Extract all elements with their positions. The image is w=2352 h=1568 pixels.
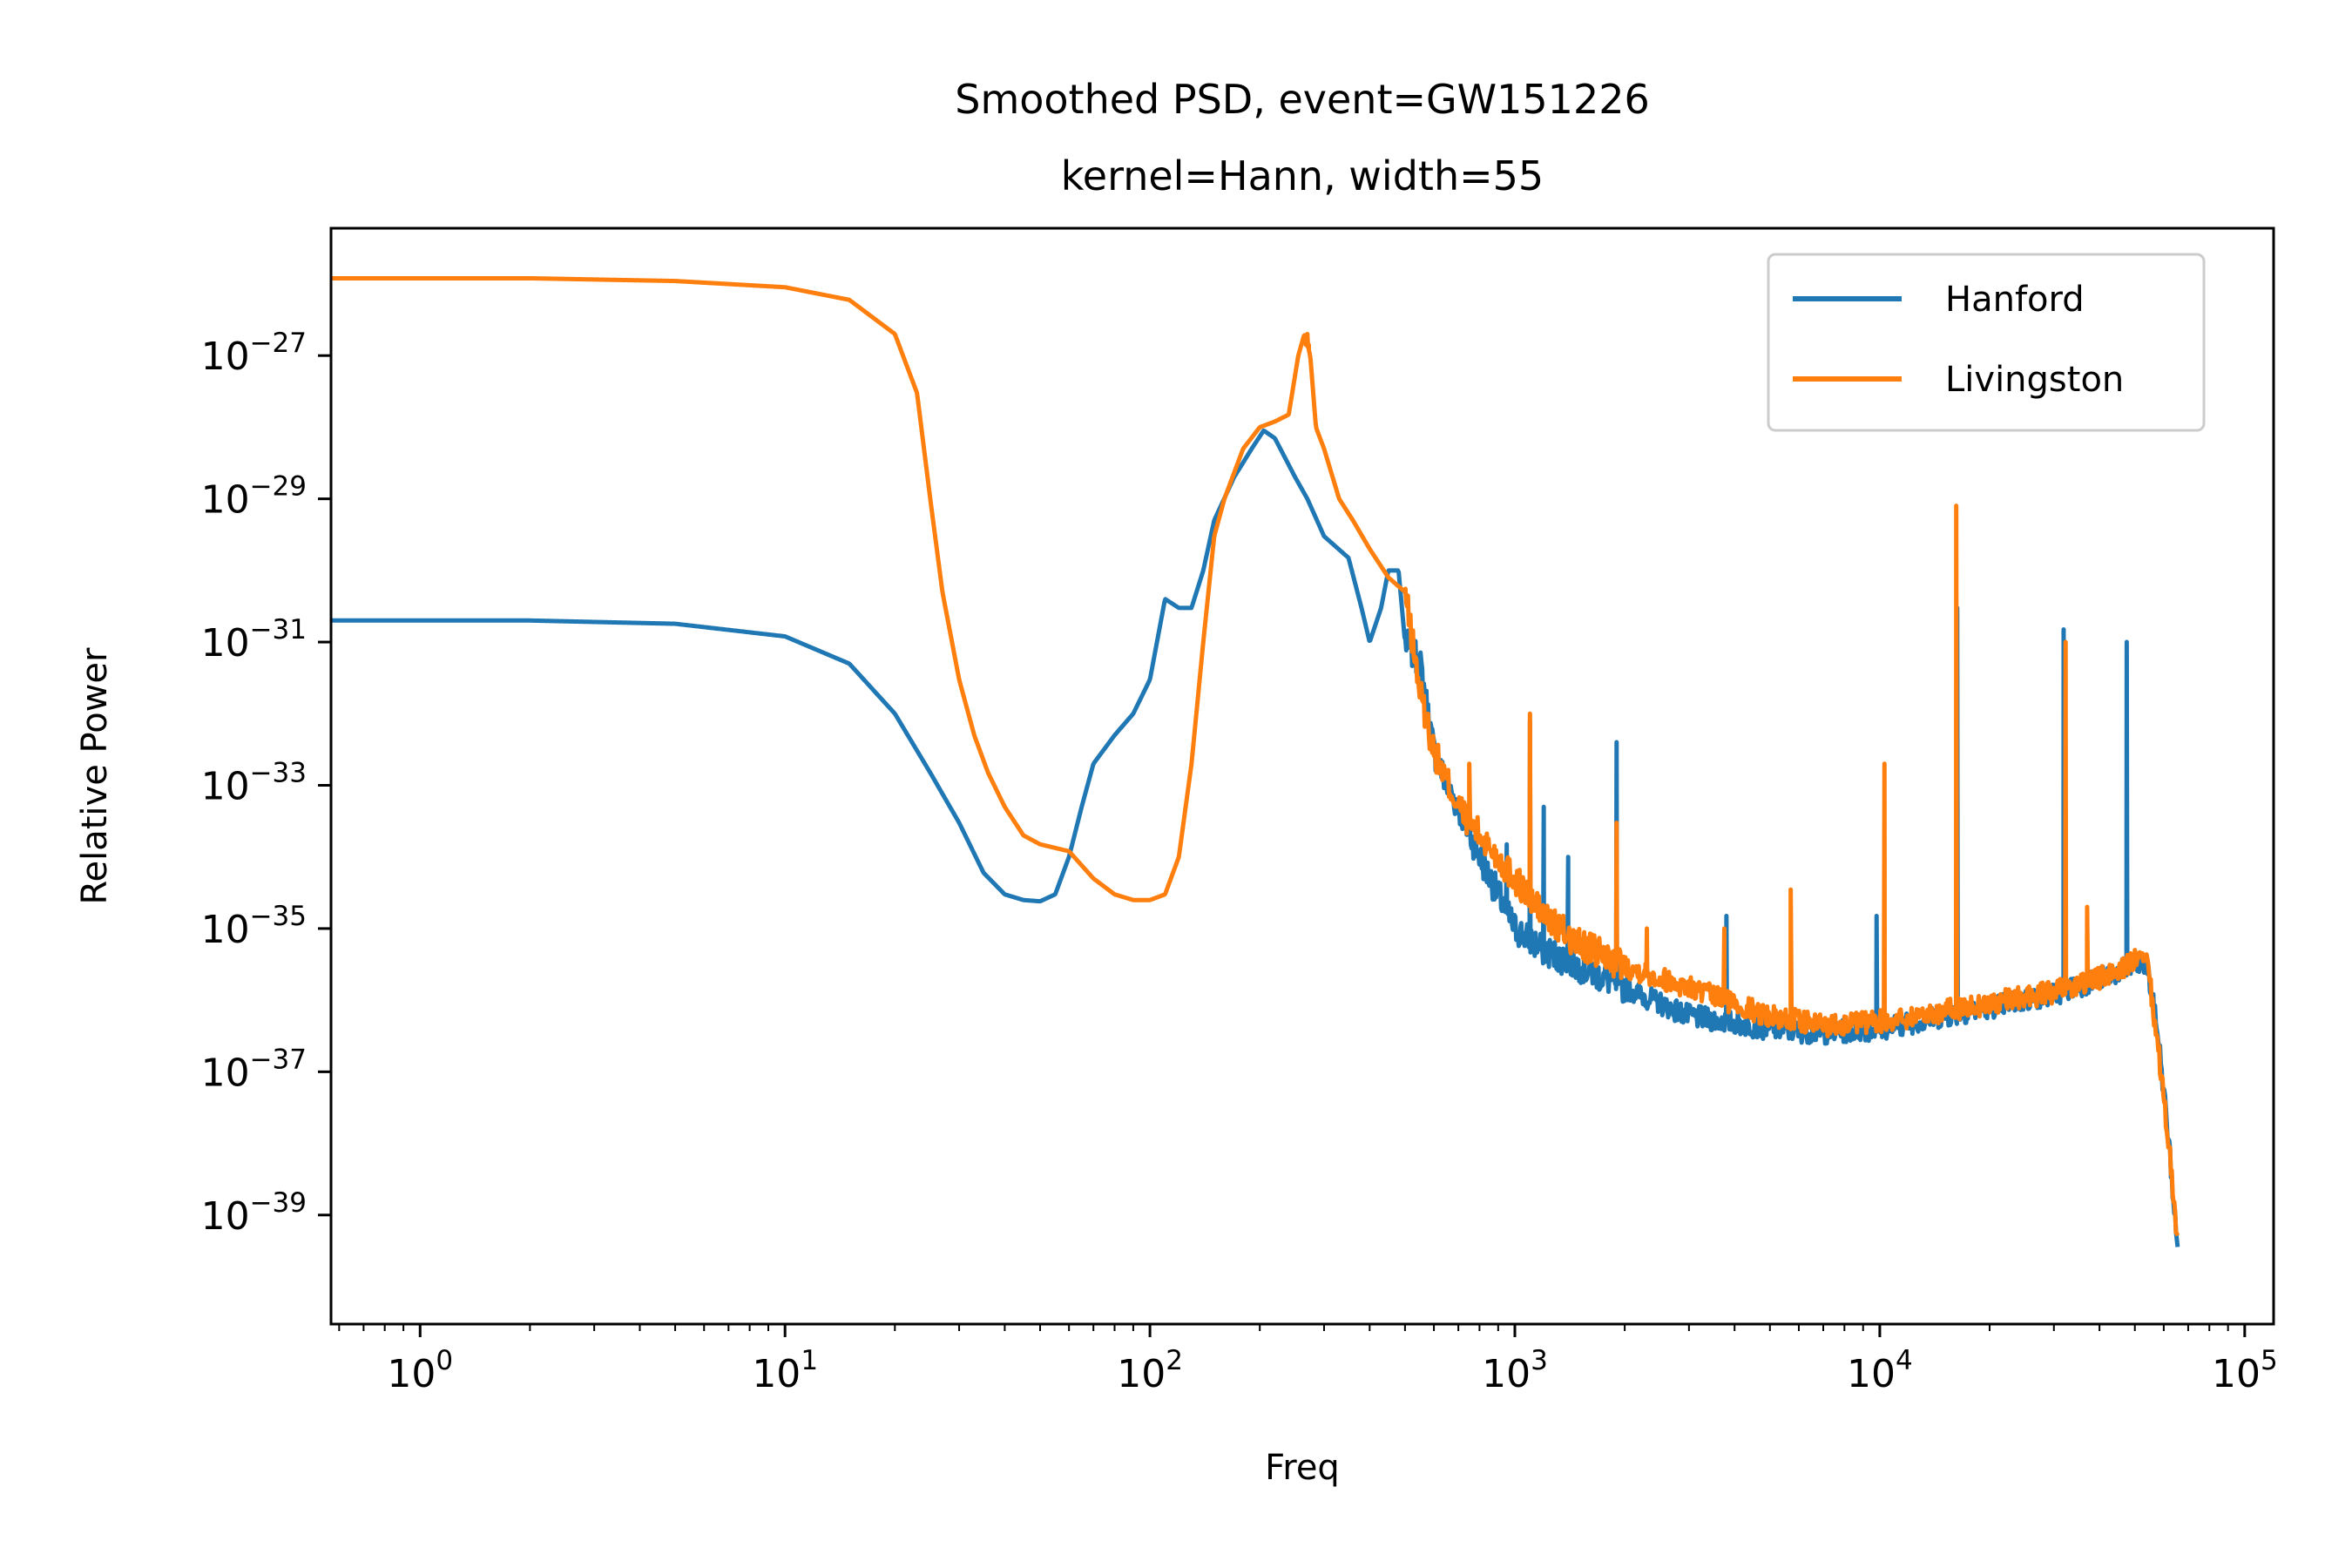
legend-label-livingston: Livingston	[1945, 360, 2124, 400]
x-tick-label: 104	[1847, 1345, 1913, 1396]
y-tick-label: 10−31	[201, 614, 307, 666]
x-axis: 100 101 102 103 104 105	[338, 1324, 2278, 1396]
y-axis: 10−27 10−29 10−31 10−33 10−35 10−37 10−39	[201, 328, 331, 1239]
x-tick-label: 101	[752, 1345, 818, 1396]
legend: Hanford Livingston	[1767, 253, 2206, 432]
x-tick-label: 102	[1117, 1345, 1183, 1396]
chart-subtitle: kernel=Hann, width=55	[1061, 152, 1544, 199]
y-tick-label: 10−29	[201, 471, 307, 523]
x-tick-label: 103	[1482, 1345, 1548, 1396]
x-axis-label: Freq	[1265, 1448, 1340, 1488]
series-layer	[331, 275, 2180, 1247]
legend-label-hanford: Hanford	[1945, 280, 2085, 320]
y-tick-label: 10−33	[201, 757, 307, 808]
x-tick-label: 100	[387, 1345, 453, 1396]
y-axis-label: Relative Power	[75, 647, 115, 905]
x-tick-label: 105	[2212, 1345, 2278, 1396]
y-tick-label: 10−35	[201, 901, 307, 952]
y-tick-label: 10−27	[201, 328, 307, 379]
series-line-livingston	[331, 275, 2180, 1237]
chart-title: Smoothed PSD, event=GW151226	[955, 76, 1650, 123]
y-tick-label: 10−37	[201, 1044, 307, 1095]
plot-frame	[329, 226, 2275, 1326]
y-tick-label: 10−39	[201, 1187, 307, 1239]
